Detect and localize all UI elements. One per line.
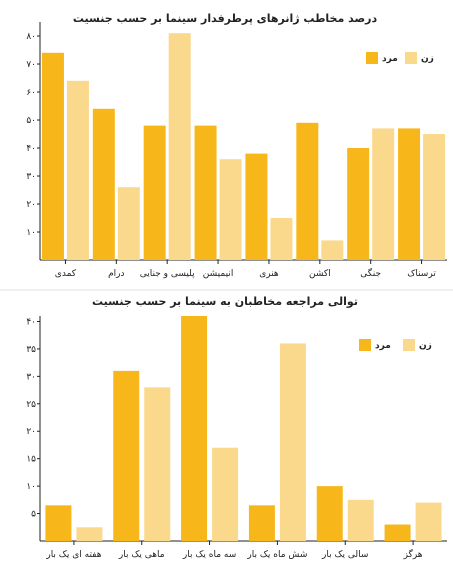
- bar-male: [41, 52, 64, 260]
- legend-swatch-female: [403, 339, 415, 351]
- bar-female: [423, 134, 446, 260]
- chart-title: درصد مخاطب ژانرهای پرطرفدار سینما بر حسب…: [73, 12, 378, 25]
- x-tick-label: کمدی: [55, 269, 77, 279]
- y-tick-label: ۵۰: [26, 116, 36, 126]
- y-tick-label: ۳۵: [26, 345, 36, 355]
- legend: مرد زن: [359, 339, 432, 351]
- y-tick-label: ۲۵: [26, 400, 36, 410]
- bar-female: [415, 502, 442, 541]
- bar-male: [194, 125, 217, 260]
- bar-female: [279, 343, 306, 541]
- x-tick-label: سه ماه یک بار: [182, 550, 236, 560]
- bar-female: [270, 218, 293, 260]
- bar-male: [181, 316, 208, 541]
- chart-title: توالی مراجعه مخاطبان به سینما بر حسب جنس…: [92, 295, 358, 308]
- y-tick-label: ۴۰: [26, 317, 36, 327]
- legend: مرد زن: [366, 52, 434, 64]
- bar-male: [143, 125, 166, 260]
- y-tick-label: ۲۰: [26, 427, 36, 437]
- bar-female: [76, 527, 103, 541]
- x-tick-label: هرگز: [403, 548, 423, 560]
- y-tick-label: ۱۵: [26, 455, 36, 465]
- x-tick-label: هفته ای یک بار: [45, 550, 101, 560]
- bar-male: [245, 153, 268, 260]
- frequency-chart: توالی مراجعه مخاطبان به سینما بر حسب جنس…: [26, 295, 447, 560]
- legend-swatch-male: [366, 52, 378, 64]
- bar-male: [296, 122, 319, 260]
- y-tick-label: ۵: [31, 510, 36, 520]
- bar-female: [117, 187, 140, 260]
- bar-male: [347, 148, 370, 260]
- legend-label-male: مرد: [375, 341, 391, 351]
- x-tick-label: سالی یک بار: [321, 550, 368, 560]
- bar-male: [92, 108, 115, 260]
- y-tick-label: ۳۰: [26, 372, 36, 382]
- bar-female: [219, 159, 242, 260]
- bar-male: [113, 370, 140, 541]
- bar-male: [316, 486, 343, 541]
- bar-female: [347, 499, 374, 541]
- bar-female: [321, 240, 344, 260]
- y-tick-label: ۴۰: [26, 144, 36, 154]
- bar-male: [384, 524, 411, 541]
- y-tick-label: ۱۰: [26, 482, 36, 492]
- x-tick-label: هنری: [259, 269, 279, 279]
- bar-male: [398, 128, 421, 260]
- y-tick-label: ۷۰: [26, 60, 36, 70]
- x-tick-label: شش ماه یک بار: [246, 550, 307, 560]
- bar-female: [144, 387, 171, 541]
- x-tick-label: ترسناک: [407, 268, 436, 279]
- x-tick-label: درام: [108, 269, 124, 279]
- legend-label-female: زن: [421, 54, 434, 64]
- bar-male: [45, 505, 72, 541]
- genre-chart: درصد مخاطب ژانرهای پرطرفدار سینما بر حسب…: [26, 12, 447, 279]
- legend-swatch-male: [359, 339, 371, 351]
- y-tick-label: ۳۰: [26, 172, 36, 182]
- legend-label-female: زن: [419, 341, 432, 351]
- x-tick-label: ماهی یک بار: [118, 550, 165, 560]
- bar-male: [248, 505, 275, 541]
- y-tick-label: ۶۰: [26, 88, 36, 98]
- x-tick-label: اکشن: [309, 269, 331, 279]
- legend-label-male: مرد: [382, 54, 398, 64]
- y-tick-label: ۱۰: [26, 228, 36, 238]
- y-tick-label: ۸۰: [26, 32, 36, 42]
- x-tick-label: جنگی: [360, 267, 381, 279]
- legend-swatch-female: [405, 52, 417, 64]
- x-tick-label: پلیسی و جنایی: [140, 269, 195, 279]
- y-tick-label: ۲۰: [26, 200, 36, 210]
- x-tick-label: انیمیشن: [203, 269, 234, 279]
- bar-female: [212, 447, 239, 541]
- bar-female: [372, 128, 395, 260]
- bar-female: [66, 80, 89, 260]
- bar-female: [168, 33, 191, 261]
